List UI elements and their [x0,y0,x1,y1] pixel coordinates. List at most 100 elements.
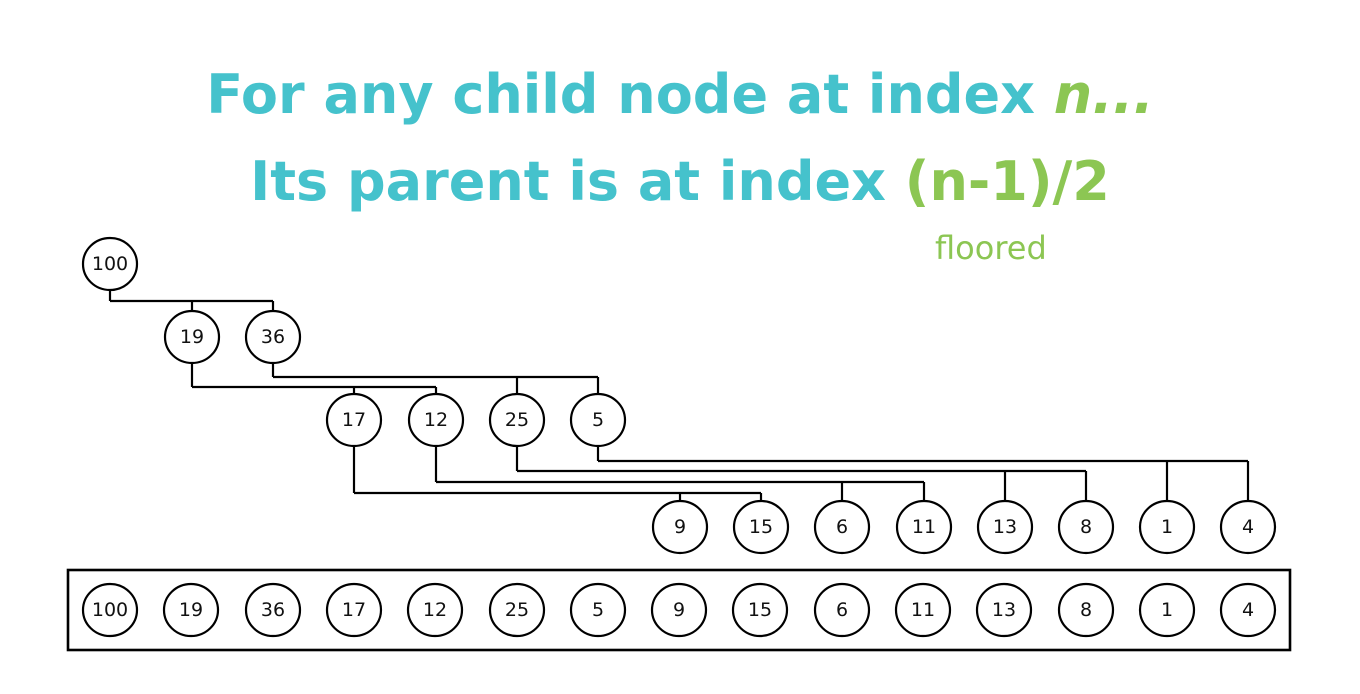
tree-node-9-circle [813,499,871,555]
array-cell-5-circle [488,582,546,638]
tree-node-8-label: 15 [749,516,773,538]
tree-node-3: 17 [325,392,383,448]
array-cell-6: 5 [569,582,627,638]
array-cell-12: 8 [1057,582,1115,638]
array-cell-6-circle [569,582,627,638]
tree-node-3-circle [325,392,383,448]
tree-node-13-label: 1 [1161,516,1173,538]
tree-node-4-label: 12 [424,409,448,431]
tree-node-5: 25 [488,392,546,448]
tree-node-5-label: 25 [505,409,529,431]
tree-node-2-label: 36 [261,326,285,348]
array-cell-3-circle [325,582,383,638]
array-cell-7-circle [650,582,708,638]
array-cell-9: 6 [813,582,871,638]
array-cell-13-label: 1 [1161,599,1173,621]
array-cell-2-circle [244,582,302,638]
tree-node-14-label: 4 [1242,516,1254,538]
tree-node-7-circle [651,499,709,555]
tree-node-14-circle [1219,499,1277,555]
parent-formula: (n-1)/2 [904,150,1110,213]
title-line-2-text: Its parent is at index [250,150,905,213]
tree-node-6-circle [569,392,627,448]
array-cell-14: 4 [1219,582,1277,638]
array-cell-9-label: 6 [836,599,848,621]
tree-node-8: 15 [732,499,790,555]
array-cell-0-circle [81,582,139,638]
array-cell-4-circle [406,582,464,638]
title-line-1: For any child node at index n... [0,68,1360,122]
tree-node-7: 9 [651,499,709,555]
array-cell-0-label: 100 [92,599,128,621]
tree-node-0: 100 [81,236,139,292]
tree-node-1: 19 [163,309,221,365]
tree-node-14: 4 [1219,499,1277,555]
tree-edges [108,291,1250,500]
array-cell-14-circle [1219,582,1277,638]
tree-node-8-circle [732,499,790,555]
tree-node-6: 5 [569,392,627,448]
tree-node-0-label: 100 [92,253,128,275]
title-line-2: Its parent is at index (n-1)/2 [0,155,1360,209]
array-cell-10: 11 [894,582,952,638]
tree-node-11-label: 13 [993,516,1017,538]
array-cell-4-label: 12 [423,599,447,621]
tree-node-4-circle [407,392,465,448]
tree-nodes: 100 19 36 17 12 25 5 9 15 6 11 13 8 1 4 [81,236,1277,555]
tree-node-10-label: 11 [912,516,936,538]
array-cell-2-label: 36 [261,599,285,621]
tree-node-3-label: 17 [342,409,366,431]
array-cell-10-circle [894,582,952,638]
array-cell-7: 9 [650,582,708,638]
array-cell-9-circle [813,582,871,638]
array-cell-3-label: 17 [342,599,366,621]
array-cell-0: 100 [81,582,139,638]
array-cell-2: 36 [244,582,302,638]
tree-node-1-circle [163,309,221,365]
array-cell-10-label: 11 [911,599,935,621]
index-variable: n... [1053,63,1154,126]
tree-node-9: 6 [813,499,871,555]
tree-node-12-circle [1057,499,1115,555]
array-cell-12-circle [1057,582,1115,638]
array-cell-5-label: 25 [505,599,529,621]
array-cell-13-circle [1138,582,1196,638]
tree-node-10: 11 [895,499,953,555]
array-cell-8-label: 15 [748,599,772,621]
tree-node-10-circle [895,499,953,555]
array-box [66,568,1292,652]
array-cell-8: 15 [731,582,789,638]
tree-node-0-circle [81,236,139,292]
array-cell-5: 25 [488,582,546,638]
array-cell-11-label: 13 [992,599,1016,621]
array-cell-1-label: 19 [179,599,203,621]
tree-node-2: 36 [244,309,302,365]
array-cell-4: 12 [406,582,464,638]
array-cell-12-label: 8 [1080,599,1092,621]
tree-node-1-label: 19 [180,326,204,348]
tree-node-7-label: 9 [674,516,686,538]
array-cell-7-label: 9 [673,599,685,621]
tree-node-6-label: 5 [592,409,604,431]
tree-node-11: 13 [976,499,1034,555]
array-nodes: 100 19 36 17 12 25 5 9 15 6 11 13 8 1 4 [81,582,1277,638]
array-cell-1: 19 [162,582,220,638]
array-cell-8-circle [731,582,789,638]
array-cell-11: 13 [975,582,1033,638]
title-line-1-text: For any child node at index [206,63,1054,126]
array-cell-13: 1 [1138,582,1196,638]
tree-node-13-circle [1138,499,1196,555]
tree-node-11-circle [976,499,1034,555]
tree-node-5-circle [488,392,546,448]
array-cell-3: 17 [325,582,383,638]
floored-note: floored [935,229,1047,267]
tree-node-12-label: 8 [1080,516,1092,538]
array-cell-11-circle [975,582,1033,638]
tree-node-12: 8 [1057,499,1115,555]
tree-node-4: 12 [407,392,465,448]
tree-node-13: 1 [1138,499,1196,555]
array-cell-14-label: 4 [1242,599,1254,621]
tree-node-9-label: 6 [836,516,848,538]
array-cell-6-label: 5 [592,599,604,621]
